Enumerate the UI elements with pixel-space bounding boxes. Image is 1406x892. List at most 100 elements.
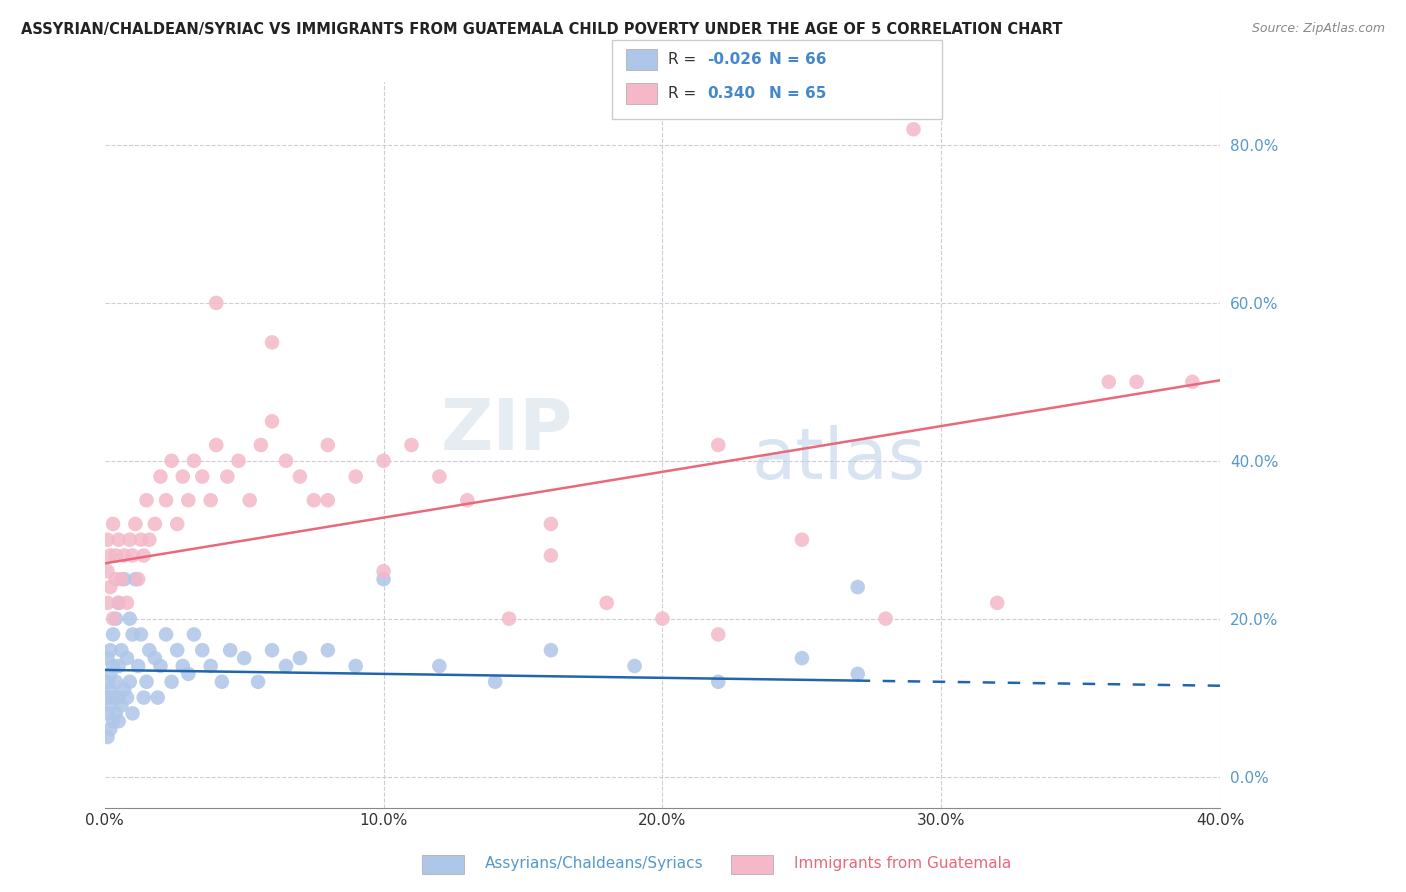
Point (288, 651, 311, 665)
Point (205, 438, 228, 452)
Point (846, 666, 869, 681)
Point (96, 596, 118, 610)
Point (127, 572, 149, 586)
Text: R =: R = (668, 53, 702, 67)
Point (118, 533, 141, 547)
Point (124, 516, 146, 531)
Point (135, 493, 157, 508)
Text: atlas: atlas (752, 425, 927, 494)
Point (498, 612, 520, 626)
Point (101, 627, 124, 641)
Point (274, 659, 297, 673)
Point (274, 454, 297, 468)
Point (427, 659, 450, 673)
Point (846, 580, 869, 594)
Point (166, 516, 188, 531)
Point (124, 572, 146, 586)
Point (118, 674, 141, 689)
Point (707, 627, 730, 641)
Point (101, 516, 124, 531)
Point (1098, 375, 1121, 389)
Point (217, 469, 239, 483)
Text: N = 66: N = 66 (769, 53, 827, 67)
Point (121, 549, 143, 563)
Point (790, 651, 813, 665)
Point (98, 698, 121, 713)
Point (484, 674, 506, 689)
Point (98, 666, 121, 681)
Point (302, 493, 325, 508)
Point (373, 454, 395, 468)
Text: Source: ZipAtlas.com: Source: ZipAtlas.com (1251, 22, 1385, 36)
Point (160, 674, 183, 689)
Point (98, 580, 121, 594)
Point (98, 722, 121, 736)
Point (316, 493, 339, 508)
Point (228, 454, 250, 468)
Point (96, 564, 118, 578)
Point (427, 469, 450, 483)
Point (200, 493, 222, 508)
Point (456, 493, 478, 508)
Point (96, 674, 118, 689)
Point (115, 690, 138, 705)
Point (146, 690, 169, 705)
Point (166, 643, 188, 657)
Point (651, 612, 673, 626)
Point (107, 714, 129, 729)
Point (132, 549, 155, 563)
Point (129, 627, 152, 641)
Point (112, 549, 135, 563)
Point (623, 659, 645, 673)
Point (239, 493, 262, 508)
Point (790, 533, 813, 547)
Point (101, 612, 124, 626)
Text: ASSYRIAN/CHALDEAN/SYRIAC VS IMMIGRANTS FROM GUATEMALA CHILD POVERTY UNDER THE AG: ASSYRIAN/CHALDEAN/SYRIAC VS IMMIGRANTS F… (21, 22, 1063, 37)
Point (115, 651, 138, 665)
Point (540, 516, 562, 531)
Point (110, 572, 132, 586)
Point (107, 533, 129, 547)
Point (127, 659, 149, 673)
Point (316, 438, 339, 452)
Point (104, 612, 127, 626)
Text: R =: R = (668, 87, 706, 101)
Point (104, 674, 127, 689)
Point (596, 596, 619, 610)
Point (250, 438, 273, 452)
Point (260, 643, 283, 657)
Point (219, 643, 242, 657)
Point (903, 122, 925, 136)
Point (135, 674, 157, 689)
Point (373, 572, 395, 586)
Point (183, 627, 205, 641)
Point (260, 414, 283, 428)
Point (172, 659, 194, 673)
Point (118, 612, 141, 626)
Point (96, 690, 118, 705)
Point (143, 516, 166, 531)
Point (373, 564, 395, 578)
Point (986, 596, 1008, 610)
Text: ZIP: ZIP (441, 396, 574, 465)
Point (540, 643, 562, 657)
Point (104, 706, 127, 721)
Point (155, 493, 177, 508)
Point (344, 469, 367, 483)
Point (96, 651, 118, 665)
Point (183, 454, 205, 468)
Point (707, 674, 730, 689)
Point (107, 596, 129, 610)
Point (211, 674, 233, 689)
Point (121, 627, 143, 641)
Point (149, 659, 172, 673)
Point (98, 549, 121, 563)
Point (288, 469, 311, 483)
Point (101, 690, 124, 705)
Text: -0.026: -0.026 (707, 53, 762, 67)
Point (96, 706, 118, 721)
Point (191, 469, 214, 483)
Point (104, 549, 127, 563)
Text: Immigrants from Guatemala: Immigrants from Guatemala (794, 856, 1012, 871)
Point (177, 493, 200, 508)
